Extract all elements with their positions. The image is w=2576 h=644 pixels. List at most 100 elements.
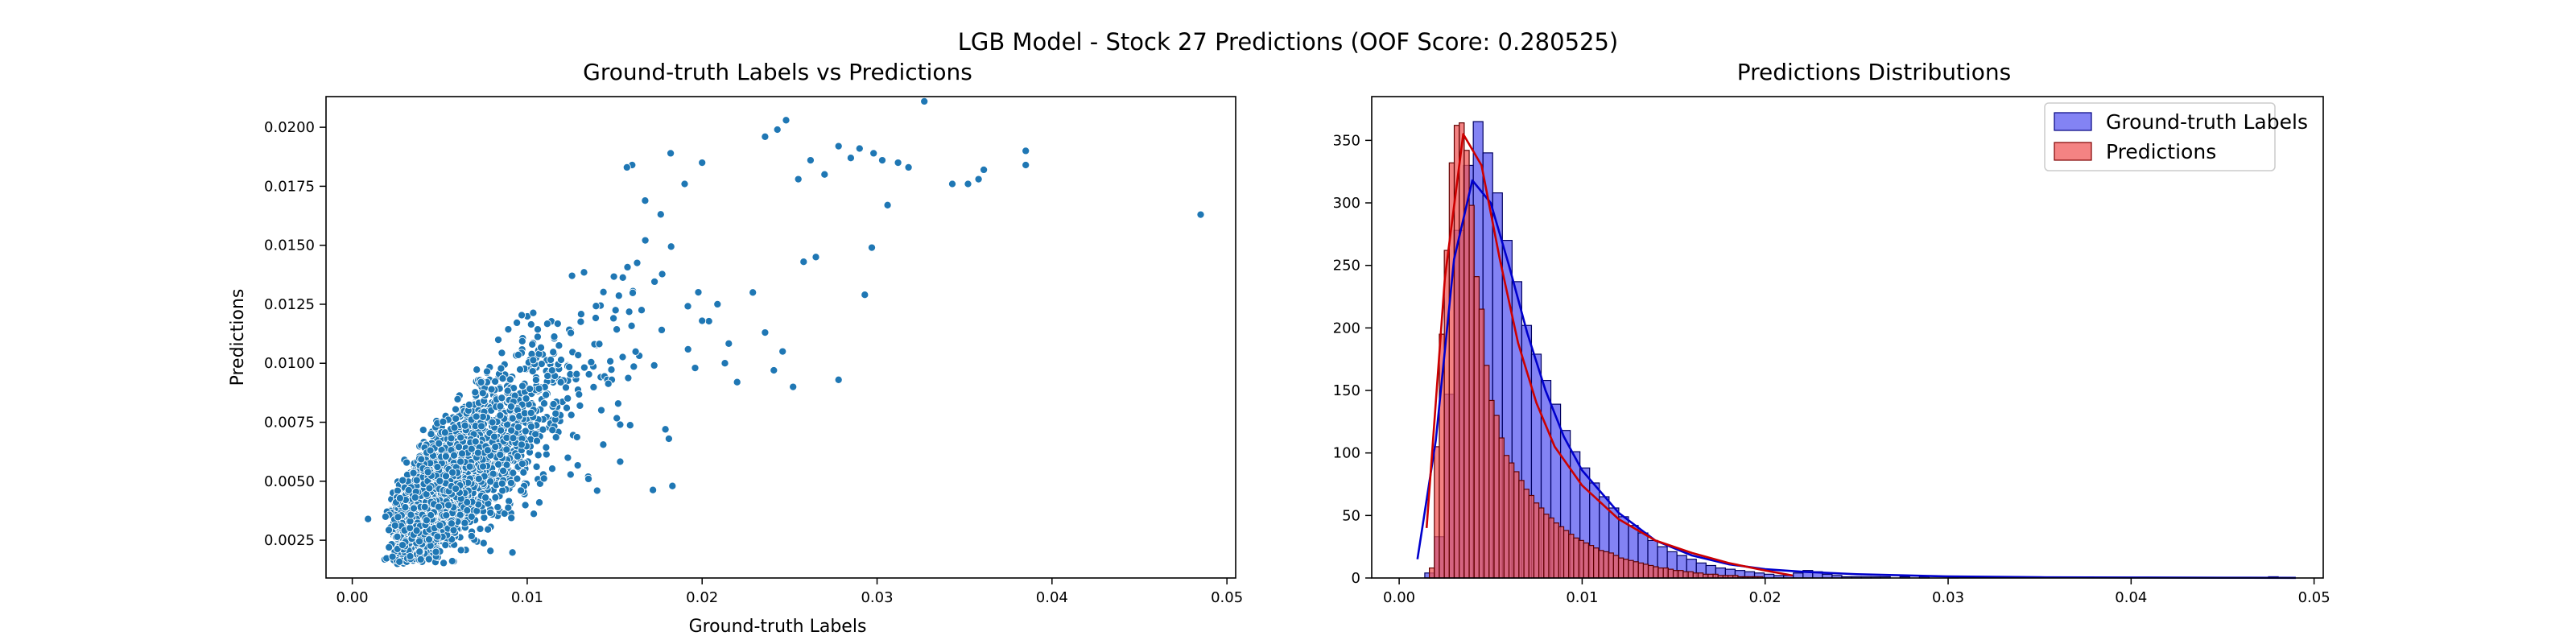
x-tick-label: 0.01 (1566, 589, 1598, 606)
scatter-point (761, 328, 770, 337)
scatter-point (503, 386, 512, 395)
scatter-point (526, 408, 535, 417)
scatter-point (436, 521, 444, 530)
scatter-point (589, 382, 598, 391)
scatter-point (904, 163, 913, 171)
scatter-point (761, 132, 770, 141)
y-tick-label: 0.0100 (264, 355, 315, 372)
scatter-point (883, 200, 892, 209)
scatter-point (454, 443, 464, 452)
scatter-point (423, 468, 432, 477)
scatter-point (855, 144, 864, 153)
scatter-point (465, 462, 474, 471)
x-tick-label: 0.03 (861, 589, 893, 606)
prediction-bar (1443, 250, 1450, 579)
scatter-point (724, 339, 733, 348)
scatter-point (415, 537, 424, 546)
prediction-bar (1593, 547, 1600, 579)
scatter-point (441, 541, 450, 550)
scatter-point (456, 433, 465, 442)
scatter-point (947, 180, 957, 188)
scatter-point (618, 273, 627, 282)
scatter-point (509, 434, 518, 443)
scatter-point (404, 485, 413, 494)
scatter-point (789, 382, 798, 391)
scatter-point (464, 400, 473, 409)
scatter-point (482, 367, 492, 376)
x-tick-label: 0.00 (1383, 589, 1415, 606)
prediction-bar (1648, 564, 1654, 579)
scatter-point (542, 390, 551, 399)
scatter-point (483, 446, 492, 455)
scatter-point (491, 443, 500, 452)
scatter-point (526, 320, 535, 329)
histogram-kde-lines (1416, 133, 2296, 580)
scatter-point (452, 485, 460, 493)
scatter-point (698, 159, 707, 167)
legend-swatch-predictions (2054, 142, 2092, 161)
prediction-bar (1553, 522, 1559, 579)
scatter-point (496, 411, 505, 420)
scatter-point (846, 154, 855, 163)
scatter-point (548, 426, 557, 435)
scatter-point (650, 277, 659, 286)
scatter-point (542, 443, 551, 452)
scatter-point (364, 514, 373, 523)
scatter-point (539, 474, 548, 483)
scatter-point (533, 332, 542, 341)
scatter-point (572, 432, 581, 442)
scatter-point (504, 325, 513, 334)
prediction-bar (1434, 446, 1440, 579)
scatter-point (1022, 147, 1030, 155)
prediction-bar (1672, 570, 1679, 579)
prediction-bar (1682, 571, 1689, 579)
scatter-point (463, 506, 472, 515)
scatter-point (683, 345, 692, 353)
scatter-point (555, 341, 564, 350)
prediction-bar (1587, 545, 1595, 579)
scatter-point (467, 512, 476, 521)
scatter-point (412, 476, 421, 485)
prediction-bar (1697, 572, 1704, 579)
scatter-point (627, 321, 636, 330)
scatter-point (625, 308, 634, 316)
scatter-point (599, 440, 608, 449)
scatter-point (385, 543, 394, 551)
legend-box (2044, 102, 2276, 171)
scatter-axes: Ground-truth Labels vs Predictions 0.00 0… (228, 59, 1243, 637)
scatter-point (417, 455, 426, 464)
x-tick-label: 0.04 (2115, 589, 2147, 606)
scatter-point (491, 377, 500, 386)
scatter-point (415, 547, 424, 556)
scatter-point (1196, 210, 1205, 219)
histogram-y-ticks: 0 50 100 150 200 250 300 350 (1333, 132, 1372, 587)
scatter-point (606, 357, 615, 365)
prediction-bar (1518, 480, 1525, 579)
scatter-point (543, 320, 551, 328)
scatter-point (427, 430, 436, 439)
scatter-point (532, 462, 541, 471)
scatter-point (497, 394, 506, 402)
prediction-bar (1503, 455, 1510, 579)
scatter-point (532, 436, 542, 445)
scatter-point (623, 262, 632, 271)
scatter-point (565, 362, 574, 371)
prediction-bar (1543, 514, 1550, 579)
scatter-point (799, 258, 808, 266)
scatter-point (435, 439, 444, 448)
scatter-point (641, 236, 650, 245)
prediction-bar (1533, 502, 1540, 579)
scatter-point (517, 486, 526, 495)
scatter-point (514, 350, 522, 359)
scatter-point (576, 401, 584, 410)
scatter-point (513, 474, 522, 483)
scatter-point (530, 510, 539, 518)
scatter-point (641, 196, 650, 205)
scatter-point (974, 175, 983, 184)
scatter-point (521, 501, 530, 510)
scatter-point (564, 394, 572, 402)
y-tick-label: 250 (1333, 258, 1360, 275)
scatter-point (467, 531, 476, 540)
scatter-point (576, 310, 585, 319)
